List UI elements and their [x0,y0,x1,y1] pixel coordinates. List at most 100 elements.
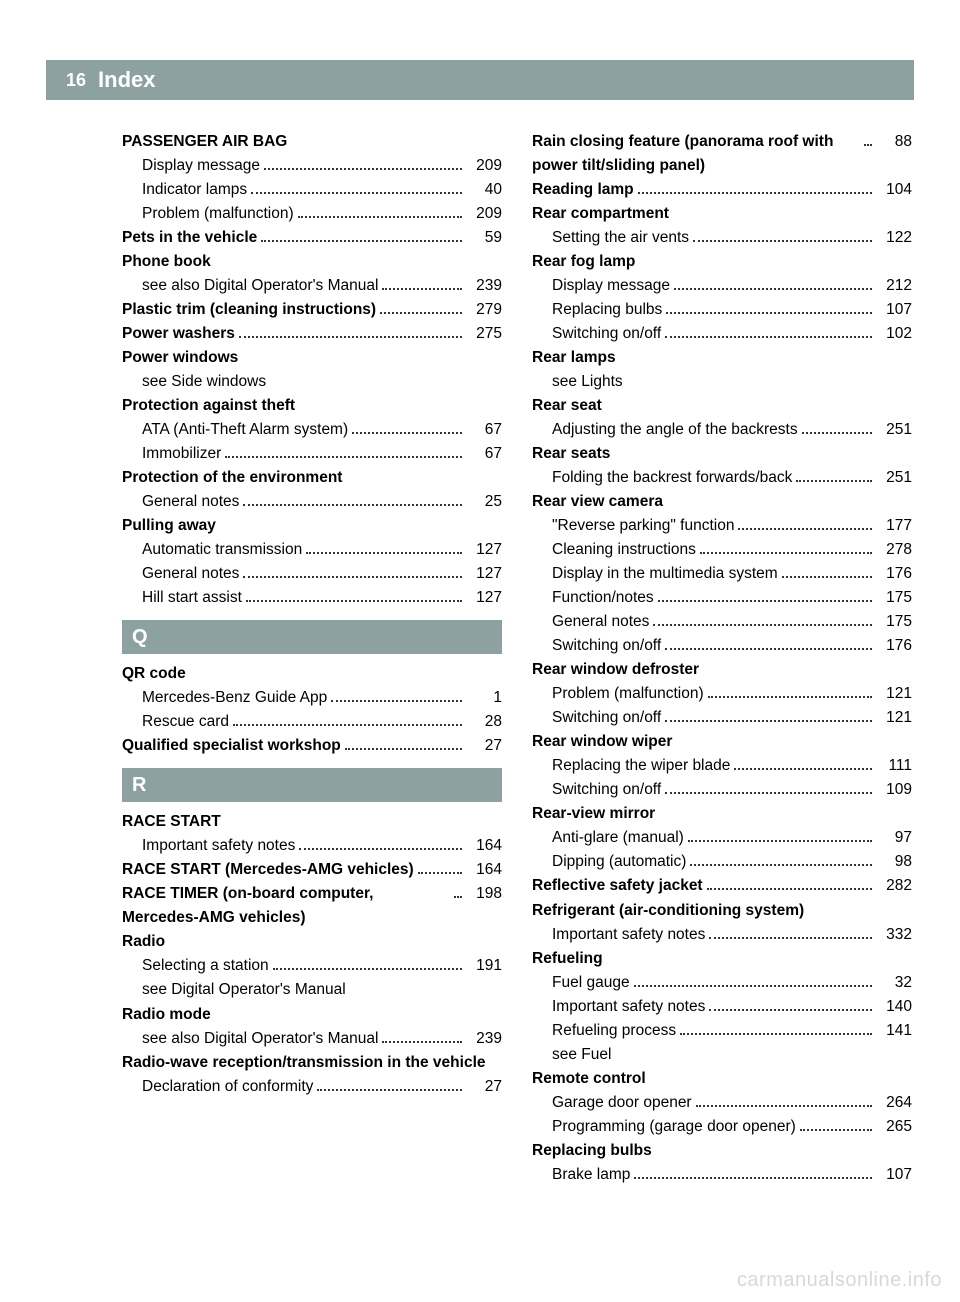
index-subentry: Switching on/off109 [532,778,912,802]
index-page-ref: 25 [466,490,502,514]
leader-dots [707,880,872,891]
index-heading: Rear seat [532,394,912,418]
index-page-ref: 140 [876,995,912,1019]
index-subentry: Replacing bulbs107 [532,298,912,322]
index-page-ref: 121 [876,706,912,730]
leader-dots [709,1000,872,1011]
leader-dots [634,1168,872,1179]
index-entry-label: "Reverse parking" function [552,514,734,538]
index-page-ref: 141 [876,1019,912,1043]
leader-dots [653,615,872,626]
index-heading: Rear lamps [532,346,912,370]
index-heading-text: Rear seat [532,394,602,418]
leader-dots [690,856,872,867]
index-subentry: "Reverse parking" function177 [532,514,912,538]
index-subnote: see Side windows [122,370,502,394]
index-entry: RACE START (Mercedes-AMG vehicles)164 [122,858,502,882]
index-subentry: Setting the air vents122 [532,226,912,250]
index-entry: Pets in the vehicle 59 [122,226,502,250]
index-heading: Radio-wave reception/transmission in the… [122,1051,502,1075]
index-subentry: Garage door opener264 [532,1091,912,1115]
index-heading-text: Rear-view mirror [532,802,655,826]
index-heading: Rear window wiper [532,730,912,754]
index-entry-label: Important safety notes [142,834,295,858]
leader-dots [352,423,462,434]
leader-dots [382,279,462,290]
index-page-ref: 127 [466,586,502,610]
index-entry: Reading lamp104 [532,178,912,202]
index-entry-label: Switching on/off [552,778,661,802]
index-heading: Rear seats [532,442,912,466]
index-subentry: Important safety notes 140 [532,995,912,1019]
leader-dots [454,888,462,899]
index-heading: Rear-view mirror [532,802,912,826]
index-subentry: Hill start assist127 [122,586,502,610]
index-heading: Radio mode [122,1003,502,1027]
index-heading-text: Radio [122,930,165,954]
index-page-ref: 212 [876,274,912,298]
index-subentry: Function/notes175 [532,586,912,610]
index-entry: Reflective safety jacket282 [532,874,912,898]
index-page-ref: 27 [466,1075,502,1099]
index-entry: RACE TIMER (on-board computer, Mercedes-… [122,882,502,930]
leader-dots [233,716,462,727]
index-entry-label: Important safety notes [552,923,705,947]
index-page-ref: 275 [466,322,502,346]
index-entry-label: Power washers [122,322,235,346]
index-entry-label: Folding the backrest forwards/back [552,466,792,490]
index-subentry: Problem (malfunction)121 [532,682,912,706]
index-page-ref: 67 [466,418,502,442]
index-subnote-text: see Fuel [552,1043,611,1067]
index-entry-label: General notes [142,562,239,586]
leader-dots [251,183,462,194]
index-subnote: see Lights [532,370,912,394]
leader-dots [380,303,462,314]
index-entry-label: Indicator lamps [142,178,247,202]
index-entry-label: Replacing bulbs [552,298,662,322]
index-entry-label: Switching on/off [552,706,661,730]
leader-dots [782,567,872,578]
index-subentry: General notes25 [122,490,502,514]
index-subentry: Automatic transmission127 [122,538,502,562]
index-subnote-text: see Digital Operator's Manual [142,978,346,1002]
section-letter: R [122,768,502,802]
leader-dots [666,303,872,314]
page-header: 16 Index [46,60,914,100]
index-page-ref: 107 [876,1163,912,1187]
page-title: Index [98,67,155,93]
leader-dots [638,183,872,194]
index-subentry: Replacing the wiper blade111 [532,754,912,778]
index-entry-label: Function/notes [552,586,654,610]
leader-dots [273,960,462,971]
index-entry-label: Important safety notes [552,995,705,1019]
index-heading-text: Rear lamps [532,346,616,370]
index-heading: Protection against theft [122,394,502,418]
leader-dots [418,864,462,875]
leader-dots [680,1024,872,1035]
index-page-ref: 265 [876,1115,912,1139]
index-entry-label: Switching on/off [552,322,661,346]
index-entry-label: Display message [142,154,260,178]
index-entry-label: Reading lamp [532,178,634,202]
leader-dots [658,591,872,602]
index-subentry: Mercedes-Benz Guide App1 [122,686,502,710]
index-subnote: see Fuel [532,1043,912,1067]
index-heading-text: Replacing bulbs [532,1139,652,1163]
index-page-ref: 111 [876,754,912,778]
index-subentry: Switching on/off 121 [532,706,912,730]
index-subentry: Brake lamp107 [532,1163,912,1187]
index-heading-text: Rear seats [532,442,610,466]
index-page-ref: 278 [876,538,912,562]
leader-dots [688,832,872,843]
index-entry-label: Problem (malfunction) [142,202,294,226]
index-entry-label: Qualified specialist workshop [122,734,341,758]
index-page-ref: 88 [876,130,912,154]
index-page-ref: 59 [466,226,502,250]
index-subentry: Display message209 [122,154,502,178]
index-entry-label: see also Digital Operator's Manual [142,1027,378,1051]
index-page-ref: 175 [876,610,912,634]
leader-dots [709,928,872,939]
index-subentry: Declaration of conformity27 [122,1075,502,1099]
index-subnote-text: see Lights [552,370,623,394]
index-entry-label: Pets in the vehicle [122,226,257,250]
